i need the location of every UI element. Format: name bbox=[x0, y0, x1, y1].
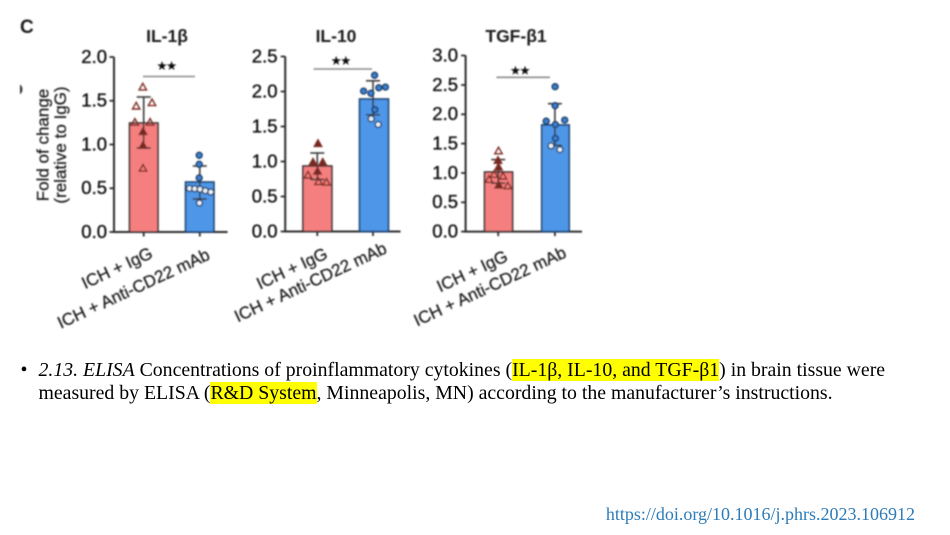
svg-text:0.0: 0.0 bbox=[252, 220, 278, 241]
svg-text:1.0: 1.0 bbox=[81, 133, 107, 154]
svg-text:TGF-β1: TGF-β1 bbox=[485, 26, 547, 46]
svg-text:0.5: 0.5 bbox=[81, 177, 107, 198]
svg-text:0.5: 0.5 bbox=[252, 185, 278, 206]
svg-text:IL-1β: IL-1β bbox=[146, 26, 188, 46]
svg-text:1.5: 1.5 bbox=[252, 115, 278, 136]
svg-text:0.0: 0.0 bbox=[81, 221, 107, 242]
svg-text:2.0: 2.0 bbox=[432, 103, 458, 124]
svg-text:IL-10: IL-10 bbox=[316, 26, 357, 46]
svg-text:2.0: 2.0 bbox=[81, 46, 107, 67]
svg-text:C: C bbox=[20, 17, 34, 38]
svg-text:2.5: 2.5 bbox=[432, 74, 458, 95]
svg-text:Fold of change: Fold of change bbox=[34, 89, 53, 201]
svg-text:3.0: 3.0 bbox=[432, 44, 458, 65]
svg-text:1.0: 1.0 bbox=[432, 162, 458, 183]
svg-text:1.0: 1.0 bbox=[252, 150, 278, 171]
svg-text:0.5: 0.5 bbox=[432, 191, 458, 212]
svg-text:0.0: 0.0 bbox=[432, 221, 458, 242]
svg-text:2.5: 2.5 bbox=[252, 45, 278, 66]
svg-text:2.0: 2.0 bbox=[252, 80, 278, 101]
svg-text:1.5: 1.5 bbox=[81, 90, 107, 111]
svg-text:1.5: 1.5 bbox=[432, 133, 458, 154]
svg-text:(relative to IgG): (relative to IgG) bbox=[51, 86, 70, 203]
